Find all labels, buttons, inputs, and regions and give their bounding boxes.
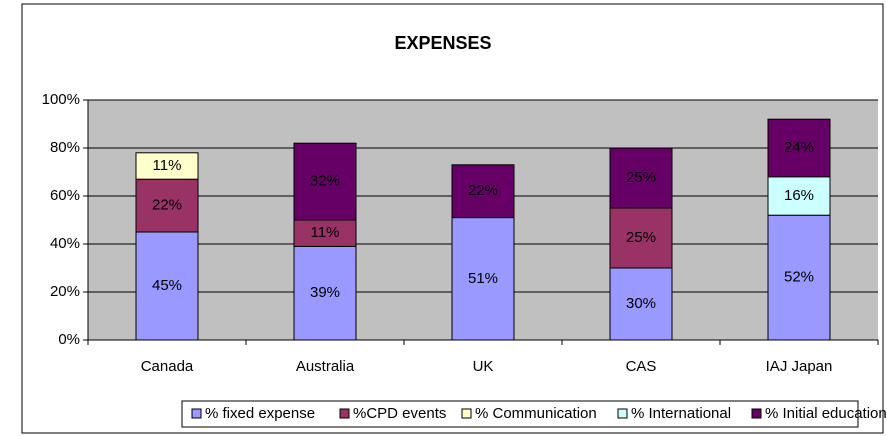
data-label: 11% [311,224,340,241]
bar-segment [451,164,515,219]
y-tick-label: 20% [50,283,80,300]
bar-segment [767,176,831,216]
x-tick-label: UK [473,358,494,375]
data-label: 22% [468,182,498,199]
data-label: 51% [468,270,498,287]
data-label: 52% [784,269,814,286]
legend-label: % International [631,405,731,422]
data-label: 16% [784,187,814,204]
data-label: 11% [153,157,182,174]
legend-swatch [461,408,472,419]
data-label: 45% [152,277,182,294]
legend-box [181,400,859,428]
legend-swatch [339,408,350,419]
legend-swatch [751,408,762,419]
bar-segment [135,152,199,180]
bar-segment [451,217,515,341]
y-tick-label: 100% [42,91,80,108]
legend-label: % Communication [475,405,597,422]
legend-label: % fixed expense [205,405,315,422]
bar-segment [135,178,199,233]
x-tick-label: Australia [296,358,355,375]
y-tick-label: 0% [58,331,80,348]
x-tick-label: Canada [141,358,194,375]
data-label: 25% [626,229,656,246]
y-tick-label: 60% [50,187,80,204]
data-label: 22% [152,197,182,214]
data-label: 32% [310,173,340,190]
bar-segment [767,214,831,341]
bar-segment [293,142,357,221]
data-label: 30% [626,295,656,312]
y-tick-label: 80% [50,139,80,156]
bar-segment [293,219,357,247]
chart-title: EXPENSES [394,33,491,53]
legend-swatch [191,408,202,419]
legend-swatch [617,408,628,419]
data-label: 25% [626,169,656,186]
y-tick-label: 40% [50,235,80,252]
legend-label: %CPD events [353,405,446,422]
bar-segment [293,245,357,341]
bar-segment [767,118,831,178]
legend-label: % Initial education [765,405,887,422]
data-label: 39% [310,284,340,301]
bar-segment [135,231,199,341]
data-label: 24% [784,139,814,156]
bar-segment [609,147,673,209]
x-tick-label: IAJ Japan [766,358,833,375]
bar-segment [609,267,673,341]
x-tick-label: CAS [626,358,657,375]
